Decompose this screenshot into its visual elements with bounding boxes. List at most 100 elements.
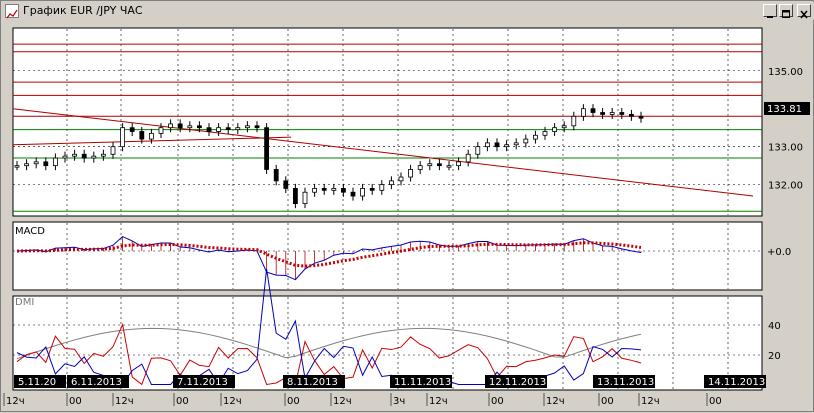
date-label: 5.11.20 (14, 375, 66, 388)
candle-body (312, 188, 318, 193)
current-price-badge (764, 102, 810, 115)
time-label: 12ч (429, 396, 448, 407)
candle-body (216, 127, 222, 132)
time-label: 00 (709, 396, 722, 407)
minimize-button[interactable] (763, 4, 777, 18)
current-price-text: 133.81 (767, 104, 802, 115)
dmi-adx-line (16, 327, 642, 360)
candle-body (475, 146, 481, 155)
date-label-text: 14.11.2013 (708, 377, 765, 388)
date-label-text: 8.11.2013 (287, 377, 338, 388)
candle-body (33, 161, 39, 165)
price-axis-tick: 133.00 (768, 143, 803, 154)
price-panel[interactable] (12, 27, 763, 217)
candle-body (14, 165, 20, 168)
candle-body (187, 125, 193, 129)
candle-body (225, 127, 231, 130)
close-button[interactable] (797, 4, 811, 19)
candle-body (484, 142, 490, 148)
candle-body (513, 142, 519, 146)
candle-body (379, 184, 385, 191)
price-axis-tick: 132.00 (768, 181, 803, 192)
date-label: 12.11.2013 (485, 375, 547, 388)
time-label: 00 (287, 396, 300, 407)
date-label-box (14, 375, 66, 388)
dmi-panel[interactable] (12, 295, 763, 391)
date-label-box (593, 375, 655, 388)
candle-body (53, 157, 58, 167)
candle-body (369, 188, 375, 191)
candle-body (417, 165, 423, 170)
candle-body (129, 127, 135, 132)
candle-body (283, 180, 289, 189)
candle-body (561, 125, 567, 129)
time-label: 12ч (115, 396, 134, 407)
candle-body (101, 153, 106, 157)
candle-body (235, 127, 241, 130)
candle-body (494, 142, 500, 148)
candle-body (110, 146, 116, 155)
candle-body (542, 131, 548, 136)
candle-body (273, 169, 279, 182)
candle-body (331, 188, 337, 191)
candle-body (533, 134, 538, 140)
date-label: 11.11.2013 (390, 375, 452, 388)
candle-body (427, 163, 433, 167)
candle-body (24, 163, 30, 167)
candle-body (91, 155, 97, 159)
candle-body (609, 112, 615, 115)
price-axis-tick: 135.00 (768, 67, 803, 78)
dmi-axis-tick: 20 (768, 351, 781, 362)
time-label: 00 (69, 396, 82, 407)
descending-trendline[interactable] (12, 108, 754, 197)
date-label: 7.11.2013 (173, 375, 235, 388)
maximize-button[interactable] (779, 4, 793, 18)
time-label: 00 (176, 396, 189, 407)
candle-body (43, 161, 49, 167)
date-label-box (283, 375, 345, 388)
candle-body (81, 153, 87, 159)
candle-body (523, 138, 529, 144)
time-label: 3ч (393, 396, 405, 407)
date-label-box (485, 375, 547, 388)
candle-body (302, 191, 308, 205)
candle-body (360, 188, 366, 197)
macd-panel[interactable] (12, 221, 763, 291)
date-label-box (173, 375, 235, 388)
candle-body (340, 188, 346, 193)
candle-body (72, 153, 77, 157)
candle-body (600, 112, 605, 115)
candle-body (196, 125, 202, 129)
candle-body (398, 176, 404, 182)
date-label-text: 5.11.20 (18, 377, 56, 388)
candle-body (244, 125, 250, 129)
candle-body (388, 180, 394, 186)
candle-body (436, 163, 442, 167)
candle-body (590, 108, 596, 113)
date-label: 14.11.2013 (704, 375, 766, 388)
candle-body (465, 153, 471, 163)
title-bar[interactable]: График EUR /JPY ЧАС (2, 2, 814, 20)
date-label: 6.11.2013 (67, 375, 129, 388)
candle-body (148, 132, 154, 140)
date-label: 8.11.2013 (283, 375, 345, 388)
time-label: 12ч (333, 396, 352, 407)
candle-body (120, 127, 125, 148)
macd-label: MACD (15, 226, 45, 237)
dmi-label: DMI (15, 297, 34, 308)
rising-channel-line[interactable] (12, 136, 292, 146)
candle-body (177, 123, 183, 129)
window-title: График EUR /JPY ЧАС (23, 4, 143, 17)
candle-body (350, 191, 356, 197)
candle-body (206, 127, 212, 132)
candle-body (158, 127, 164, 134)
candle-body (571, 115, 577, 127)
macd-signal-line (16, 241, 642, 268)
time-label: 00 (491, 396, 504, 407)
candle-body (446, 165, 452, 168)
candle-body (619, 112, 625, 115)
candle-body (456, 161, 462, 167)
candle-body (408, 169, 414, 178)
candle-body (168, 123, 174, 129)
